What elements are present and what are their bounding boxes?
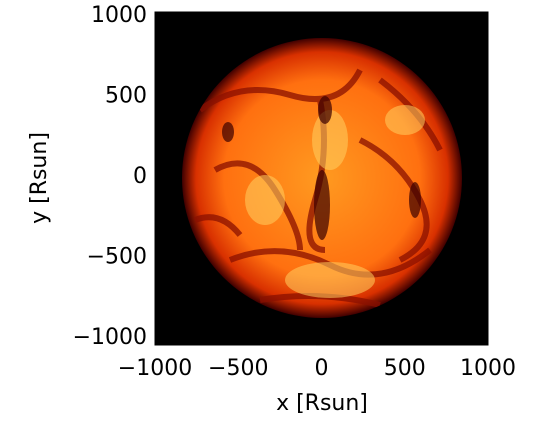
y-tick-label: −500 <box>87 245 147 270</box>
x-tick-label: 0 <box>315 356 329 381</box>
y-axis-label: y [Rsun] <box>27 132 52 224</box>
y-tick-label: 500 <box>105 84 147 109</box>
sun-image <box>182 38 462 318</box>
y-tick-label: 1000 <box>91 3 147 28</box>
x-tick-label: −1000 <box>118 356 192 381</box>
x-tick-label: −500 <box>208 356 268 381</box>
x-tick-label: 1000 <box>460 356 516 381</box>
y-tick-label: −1000 <box>73 325 147 350</box>
y-tick-label: 0 <box>133 164 147 189</box>
x-tick-label: 500 <box>384 356 426 381</box>
x-axis-label: x [Rsun] <box>276 391 368 416</box>
